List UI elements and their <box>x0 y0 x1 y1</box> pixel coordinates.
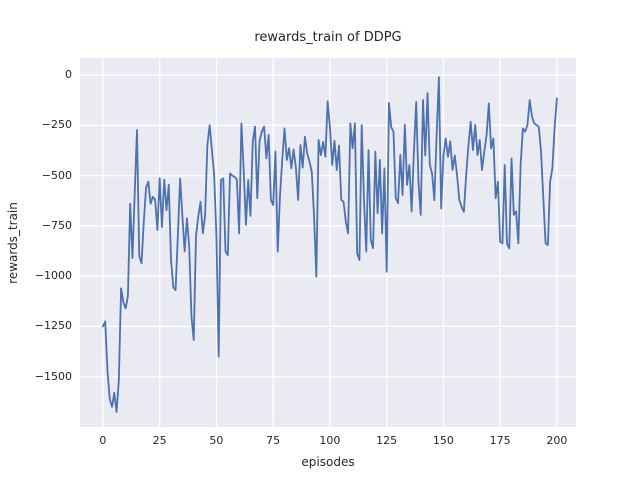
x-tick-label: 175 <box>489 434 511 447</box>
y-axis-label: rewards_train <box>6 202 20 284</box>
x-tick-label: 200 <box>546 434 568 447</box>
plot-canvas <box>80 58 576 427</box>
x-tick-label: 75 <box>266 434 281 447</box>
y-tick-label: −750 <box>41 218 72 232</box>
x-tick-label: 0 <box>99 434 107 447</box>
y-tick-label: 0 <box>65 68 72 82</box>
y-tick-label: −1000 <box>34 269 72 283</box>
y-tick-label: −250 <box>41 118 72 132</box>
y-tick-label: −500 <box>41 168 72 182</box>
x-tick-label: 100 <box>319 434 341 447</box>
chart-title: rewards_train of DDPG <box>254 30 402 45</box>
y-tick-label: −1500 <box>34 369 72 383</box>
x-axis-label: episodes <box>301 455 355 469</box>
data-line-rewards_train <box>102 76 558 413</box>
x-tick-label: 125 <box>376 434 398 447</box>
x-tick-label: 150 <box>432 434 454 447</box>
x-tick-label: 25 <box>152 434 167 447</box>
x-tick-label: 50 <box>209 434 224 447</box>
plot-area <box>80 58 576 427</box>
y-tick-label: −1250 <box>34 319 72 333</box>
